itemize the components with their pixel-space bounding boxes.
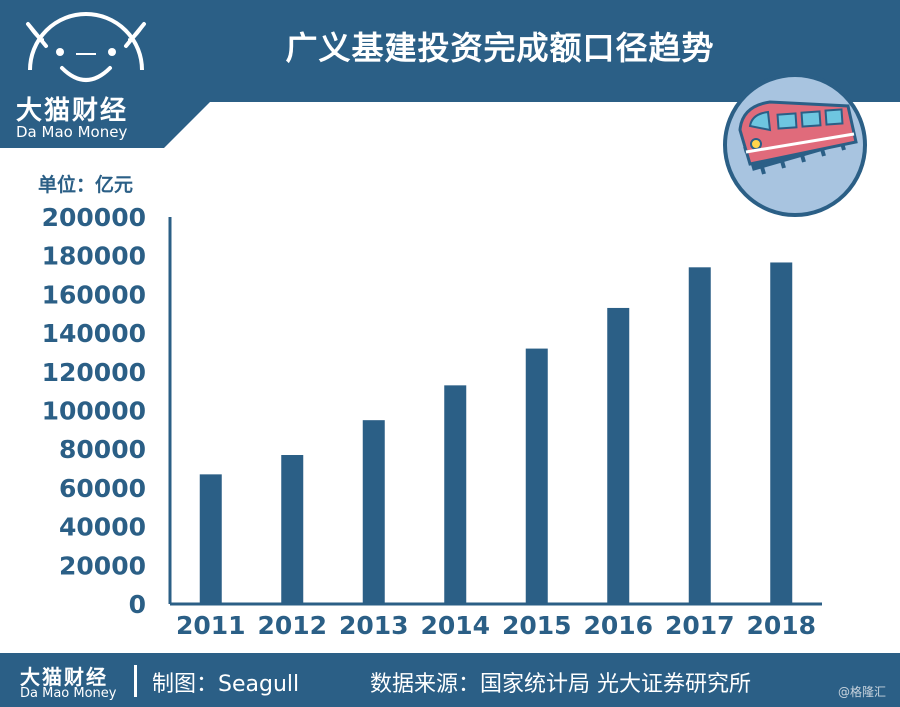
- x-tick-label: 2012: [257, 611, 327, 640]
- y-tick-label: 60000: [59, 474, 146, 503]
- footer-logo-en: Da Mao Money: [20, 686, 117, 701]
- footer-source: 数据来源：国家统计局 光大证券研究所: [370, 672, 751, 697]
- bar-2017: [688, 267, 711, 604]
- train-icon: [722, 72, 868, 218]
- bar-2013: [362, 420, 385, 604]
- x-tick-label: 2016: [583, 611, 653, 640]
- bar-chart: 0 20000 40000 60000 80000 100000 120000 140000 1…: [42, 203, 822, 640]
- x-axis-ticks: 2011 2012 2013 2014 2015 2016 2017 2018: [176, 611, 816, 640]
- x-tick-label: 2011: [176, 611, 246, 640]
- bar-2014: [444, 385, 467, 604]
- bar-2016: [607, 307, 630, 604]
- y-tick-label: 180000: [42, 242, 146, 271]
- bar-2011: [199, 474, 222, 604]
- y-tick-label: 20000: [59, 551, 146, 580]
- x-tick-label: 2015: [502, 611, 572, 640]
- y-axis-ticks: 0 20000 40000 60000 80000 100000 120000 140000 1…: [42, 203, 146, 619]
- logo-text-en: Da Mao Money: [16, 123, 128, 141]
- y-tick-label: 80000: [59, 435, 146, 464]
- bar-series: [199, 262, 793, 604]
- x-tick-label: 2013: [339, 611, 409, 640]
- bar-2015: [525, 348, 548, 604]
- y-tick-label: 40000: [59, 513, 146, 542]
- watermark: @格隆汇: [838, 685, 887, 699]
- y-tick-label: 120000: [42, 358, 146, 387]
- footer-logo-cn: 大猫财经: [20, 665, 108, 689]
- chart-title: 广义基建投资完成额口径趋势: [285, 29, 715, 67]
- footer-divider: [134, 665, 137, 697]
- logo-text-cn: 大猫财经: [16, 96, 129, 126]
- bar-2012: [281, 455, 304, 604]
- cat-logo-icon: [16, 10, 156, 145]
- y-tick-label: 140000: [42, 319, 146, 348]
- x-tick-label: 2018: [746, 611, 816, 640]
- footer-bar: 大猫财经 Da Mao Money 制图：Seagull 数据来源：国家统计局 …: [0, 653, 900, 707]
- x-tick-label: 2017: [665, 611, 735, 640]
- bar-2018: [770, 262, 793, 604]
- y-tick-label: 100000: [42, 397, 146, 426]
- x-tick-label: 2014: [420, 611, 490, 640]
- y-tick-label: 0: [129, 590, 146, 619]
- y-tick-label: 160000: [42, 280, 146, 309]
- unit-label: 单位：亿元: [38, 174, 134, 196]
- footer-credit: 制图：Seagull: [152, 672, 300, 697]
- y-tick-label: 200000: [42, 203, 146, 232]
